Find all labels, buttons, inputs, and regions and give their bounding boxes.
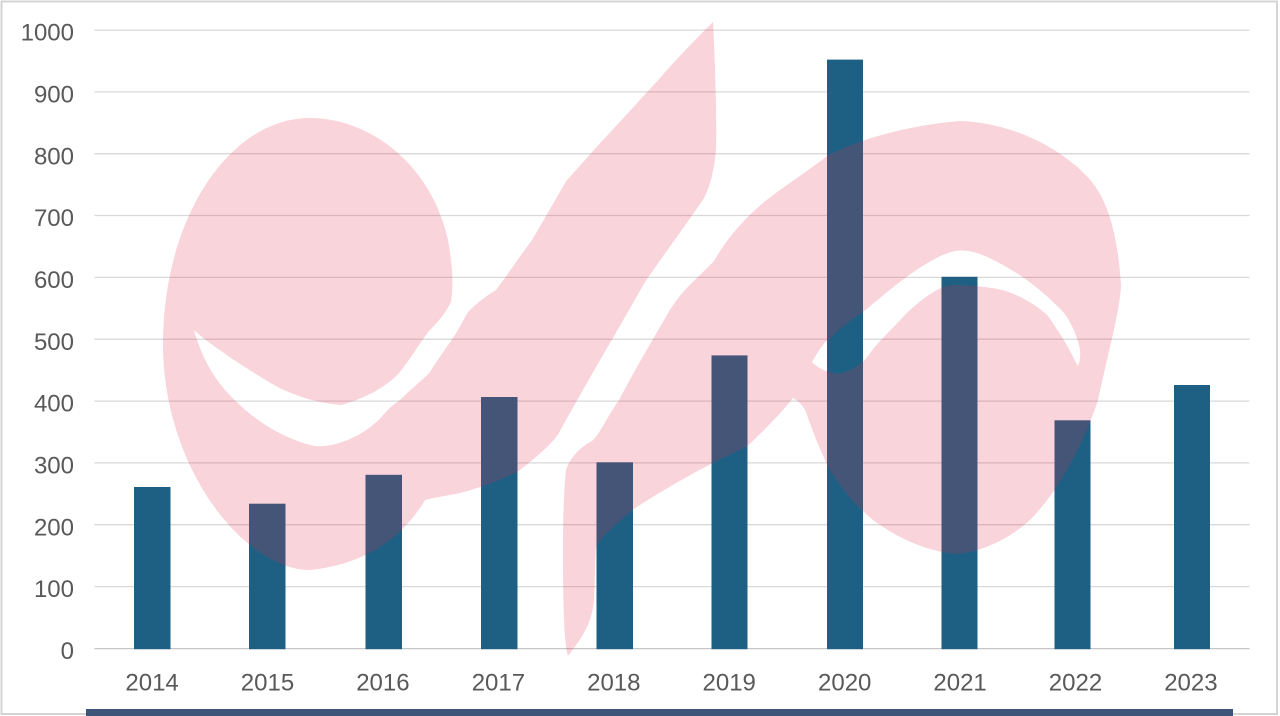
svg-text:0: 0 xyxy=(61,638,74,665)
svg-text:2020: 2020 xyxy=(818,670,871,697)
svg-text:600: 600 xyxy=(34,267,74,294)
svg-text:2019: 2019 xyxy=(703,670,756,697)
svg-text:2015: 2015 xyxy=(241,670,294,697)
svg-text:1000: 1000 xyxy=(21,20,74,47)
svg-text:300: 300 xyxy=(34,453,74,480)
svg-text:400: 400 xyxy=(34,391,74,418)
svg-text:2014: 2014 xyxy=(125,670,178,697)
svg-text:900: 900 xyxy=(34,82,74,109)
svg-text:2016: 2016 xyxy=(356,670,409,697)
svg-text:2021: 2021 xyxy=(933,670,986,697)
svg-text:800: 800 xyxy=(34,143,74,170)
svg-text:200: 200 xyxy=(34,514,74,541)
svg-text:2023: 2023 xyxy=(1164,670,1217,697)
svg-text:500: 500 xyxy=(34,329,74,356)
svg-text:2022: 2022 xyxy=(1049,670,1102,697)
svg-text:700: 700 xyxy=(34,205,74,232)
svg-text:2018: 2018 xyxy=(587,670,640,697)
svg-text:100: 100 xyxy=(34,576,74,603)
svg-text:2017: 2017 xyxy=(472,670,525,697)
